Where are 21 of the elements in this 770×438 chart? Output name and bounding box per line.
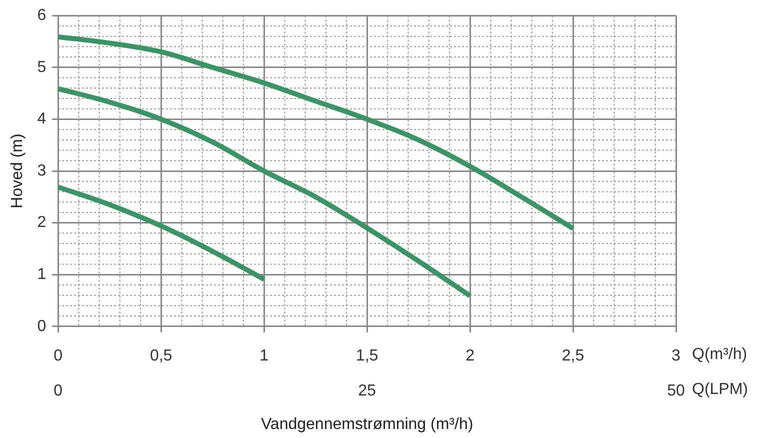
x2-tick-label: 0 bbox=[54, 382, 63, 400]
text: Q(m³/h) bbox=[692, 346, 748, 363]
x-tick-label: 0,5 bbox=[150, 347, 172, 364]
x2-tick-label: 25 bbox=[358, 382, 376, 400]
x2-tick-label: 50 bbox=[667, 382, 685, 400]
x-tick-label: 1 bbox=[260, 347, 269, 364]
text: Q(LPM) bbox=[692, 381, 748, 398]
x-tick-label: 2 bbox=[466, 347, 475, 364]
x-tick-label: 1,5 bbox=[356, 347, 378, 364]
x-tick-label: 0 bbox=[54, 347, 63, 364]
y-tick-label: 4 bbox=[37, 110, 46, 128]
x-axis-title: Vandgennemstrømning (m³/h) bbox=[260, 416, 474, 433]
y-tick-label: 5 bbox=[37, 58, 46, 76]
y-tick-label: 0 bbox=[37, 318, 46, 335]
x-tick-label: 2,5 bbox=[562, 347, 584, 364]
y-tick-label: 2 bbox=[37, 214, 46, 232]
y-tick-label: 1 bbox=[37, 266, 46, 284]
y-tick-label: 3 bbox=[37, 162, 46, 180]
y-tick-label: 6 bbox=[37, 7, 46, 24]
y-axis-title: Hoved (m) bbox=[9, 134, 26, 208]
x-tick-label: 3 bbox=[672, 347, 681, 364]
